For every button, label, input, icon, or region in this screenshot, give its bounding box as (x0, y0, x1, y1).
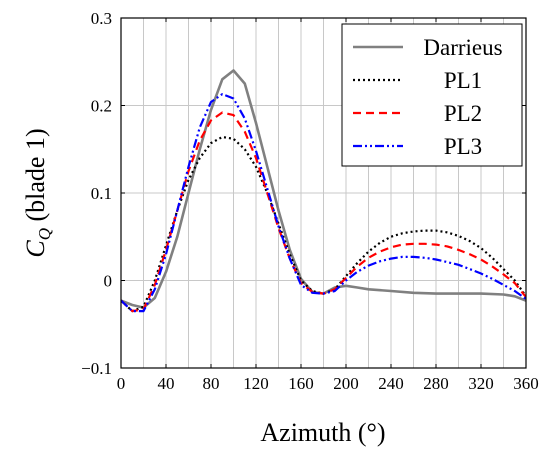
x-tick-label: 40 (158, 374, 175, 393)
y-tick-label: 0.3 (91, 9, 112, 28)
x-tick-label: 120 (243, 374, 269, 393)
x-tick-label: 0 (117, 374, 126, 393)
axis-ticks: 0 40 80 120 160 200 240 280 320 360 −0.1 0 0.1 0.2 0.3 (81, 9, 539, 393)
y-tick-label: −0.1 (81, 359, 112, 378)
x-tick-label: 280 (423, 374, 449, 393)
y-axis-label-symbol: C (21, 240, 50, 258)
series-line-pl3 (121, 93, 526, 313)
series-group (121, 69, 526, 313)
x-tick-label: 240 (378, 374, 404, 393)
y-axis-label-suffix: (blade 1) (21, 128, 50, 228)
legend-label-pl1: PL1 (444, 68, 482, 93)
x-tick-label: 320 (468, 374, 494, 393)
y-tick-label: 0.1 (91, 184, 112, 203)
series-line-darrieus (121, 69, 526, 309)
y-tick-label: 0.2 (91, 97, 112, 116)
y-axis-label-subscript: Q (35, 228, 54, 240)
y-tick-label: 0 (104, 272, 113, 291)
y-axis-label: CQ (blade 1) (21, 128, 54, 257)
legend: Darrieus PL1 PL2 PL3 (341, 23, 523, 167)
x-axis-label: Azimuth (°) (260, 418, 385, 447)
x-tick-label: 80 (203, 374, 220, 393)
x-tick-label: 360 (513, 374, 539, 393)
x-tick-label: 160 (288, 374, 314, 393)
legend-label-pl3: PL3 (444, 134, 482, 159)
legend-label-darrieus: Darrieus (423, 35, 502, 60)
x-tick-label: 200 (333, 374, 359, 393)
legend-label-pl2: PL2 (444, 101, 482, 126)
